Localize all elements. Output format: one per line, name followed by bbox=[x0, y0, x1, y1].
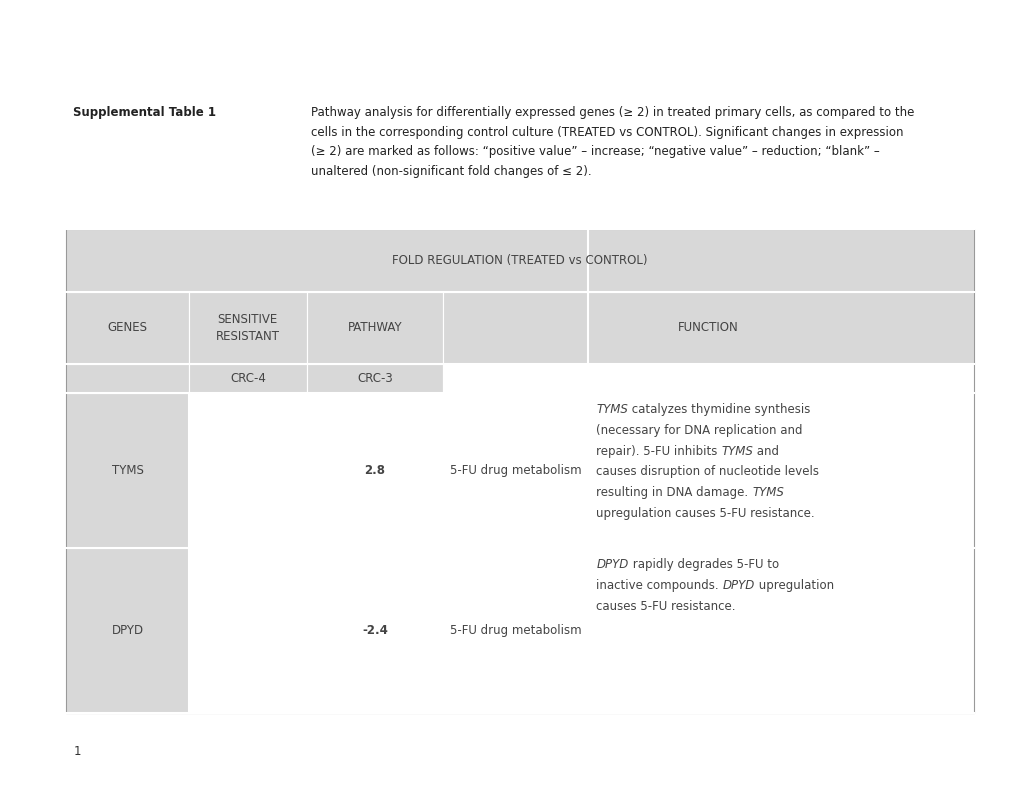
Bar bbox=[189, 364, 307, 393]
Bar bbox=[66, 229, 973, 713]
Text: TYMS: TYMS bbox=[111, 464, 144, 478]
Bar bbox=[66, 229, 973, 292]
Bar bbox=[66, 292, 189, 364]
Bar bbox=[66, 548, 189, 713]
Bar bbox=[307, 292, 442, 364]
Bar bbox=[307, 393, 442, 548]
Text: FUNCTION: FUNCTION bbox=[678, 322, 738, 334]
Bar bbox=[307, 548, 442, 713]
Text: -2.4: -2.4 bbox=[362, 624, 387, 637]
Bar bbox=[442, 292, 973, 364]
Bar bbox=[588, 548, 973, 713]
Text: and: and bbox=[753, 444, 779, 458]
Bar bbox=[66, 393, 189, 548]
Text: 5-FU drug metabolism: 5-FU drug metabolism bbox=[449, 624, 581, 637]
Text: Pathway analysis for differentially expressed genes (≥ 2) in treated primary cel: Pathway analysis for differentially expr… bbox=[311, 106, 914, 178]
Bar bbox=[442, 548, 588, 713]
Text: 5-FU drug metabolism: 5-FU drug metabolism bbox=[449, 464, 581, 478]
Text: (necessary for DNA replication and: (necessary for DNA replication and bbox=[596, 424, 802, 437]
Text: resulting in DNA damage.: resulting in DNA damage. bbox=[596, 486, 752, 500]
Text: upregulation: upregulation bbox=[754, 578, 834, 592]
Text: DPYD: DPYD bbox=[722, 578, 754, 592]
Text: inactive compounds.: inactive compounds. bbox=[596, 578, 722, 592]
Bar bbox=[189, 292, 307, 364]
Text: Supplemental Table 1: Supplemental Table 1 bbox=[73, 106, 216, 119]
Text: catalyzes thymidine synthesis: catalyzes thymidine synthesis bbox=[628, 403, 810, 416]
Text: causes 5-FU resistance.: causes 5-FU resistance. bbox=[596, 600, 736, 612]
Text: SENSITIVE
RESISTANT: SENSITIVE RESISTANT bbox=[216, 313, 279, 343]
Bar bbox=[307, 364, 442, 393]
Text: TYMS: TYMS bbox=[720, 444, 753, 458]
Bar bbox=[588, 393, 973, 548]
Text: repair). 5-FU inhibits: repair). 5-FU inhibits bbox=[596, 444, 720, 458]
Bar bbox=[442, 393, 588, 548]
Text: CRC-4: CRC-4 bbox=[229, 372, 266, 385]
Bar bbox=[66, 364, 189, 393]
Text: DPYD: DPYD bbox=[111, 624, 144, 637]
Text: DPYD: DPYD bbox=[596, 558, 628, 571]
Text: TYMS: TYMS bbox=[752, 486, 784, 500]
Text: PATHWAY: PATHWAY bbox=[347, 322, 401, 334]
Bar bbox=[189, 548, 307, 713]
Text: causes disruption of nucleotide levels: causes disruption of nucleotide levels bbox=[596, 466, 818, 478]
Bar bbox=[442, 364, 973, 393]
Text: TYMS: TYMS bbox=[596, 403, 628, 416]
Text: 2.8: 2.8 bbox=[364, 464, 385, 478]
Text: GENES: GENES bbox=[107, 322, 148, 334]
Text: upregulation causes 5-FU resistance.: upregulation causes 5-FU resistance. bbox=[596, 507, 814, 520]
Text: FOLD REGULATION (TREATED vs CONTROL): FOLD REGULATION (TREATED vs CONTROL) bbox=[392, 254, 647, 266]
Text: 1: 1 bbox=[73, 745, 81, 757]
Text: rapidly degrades 5-FU to: rapidly degrades 5-FU to bbox=[628, 558, 779, 571]
Bar bbox=[189, 393, 307, 548]
Text: CRC-3: CRC-3 bbox=[357, 372, 392, 385]
